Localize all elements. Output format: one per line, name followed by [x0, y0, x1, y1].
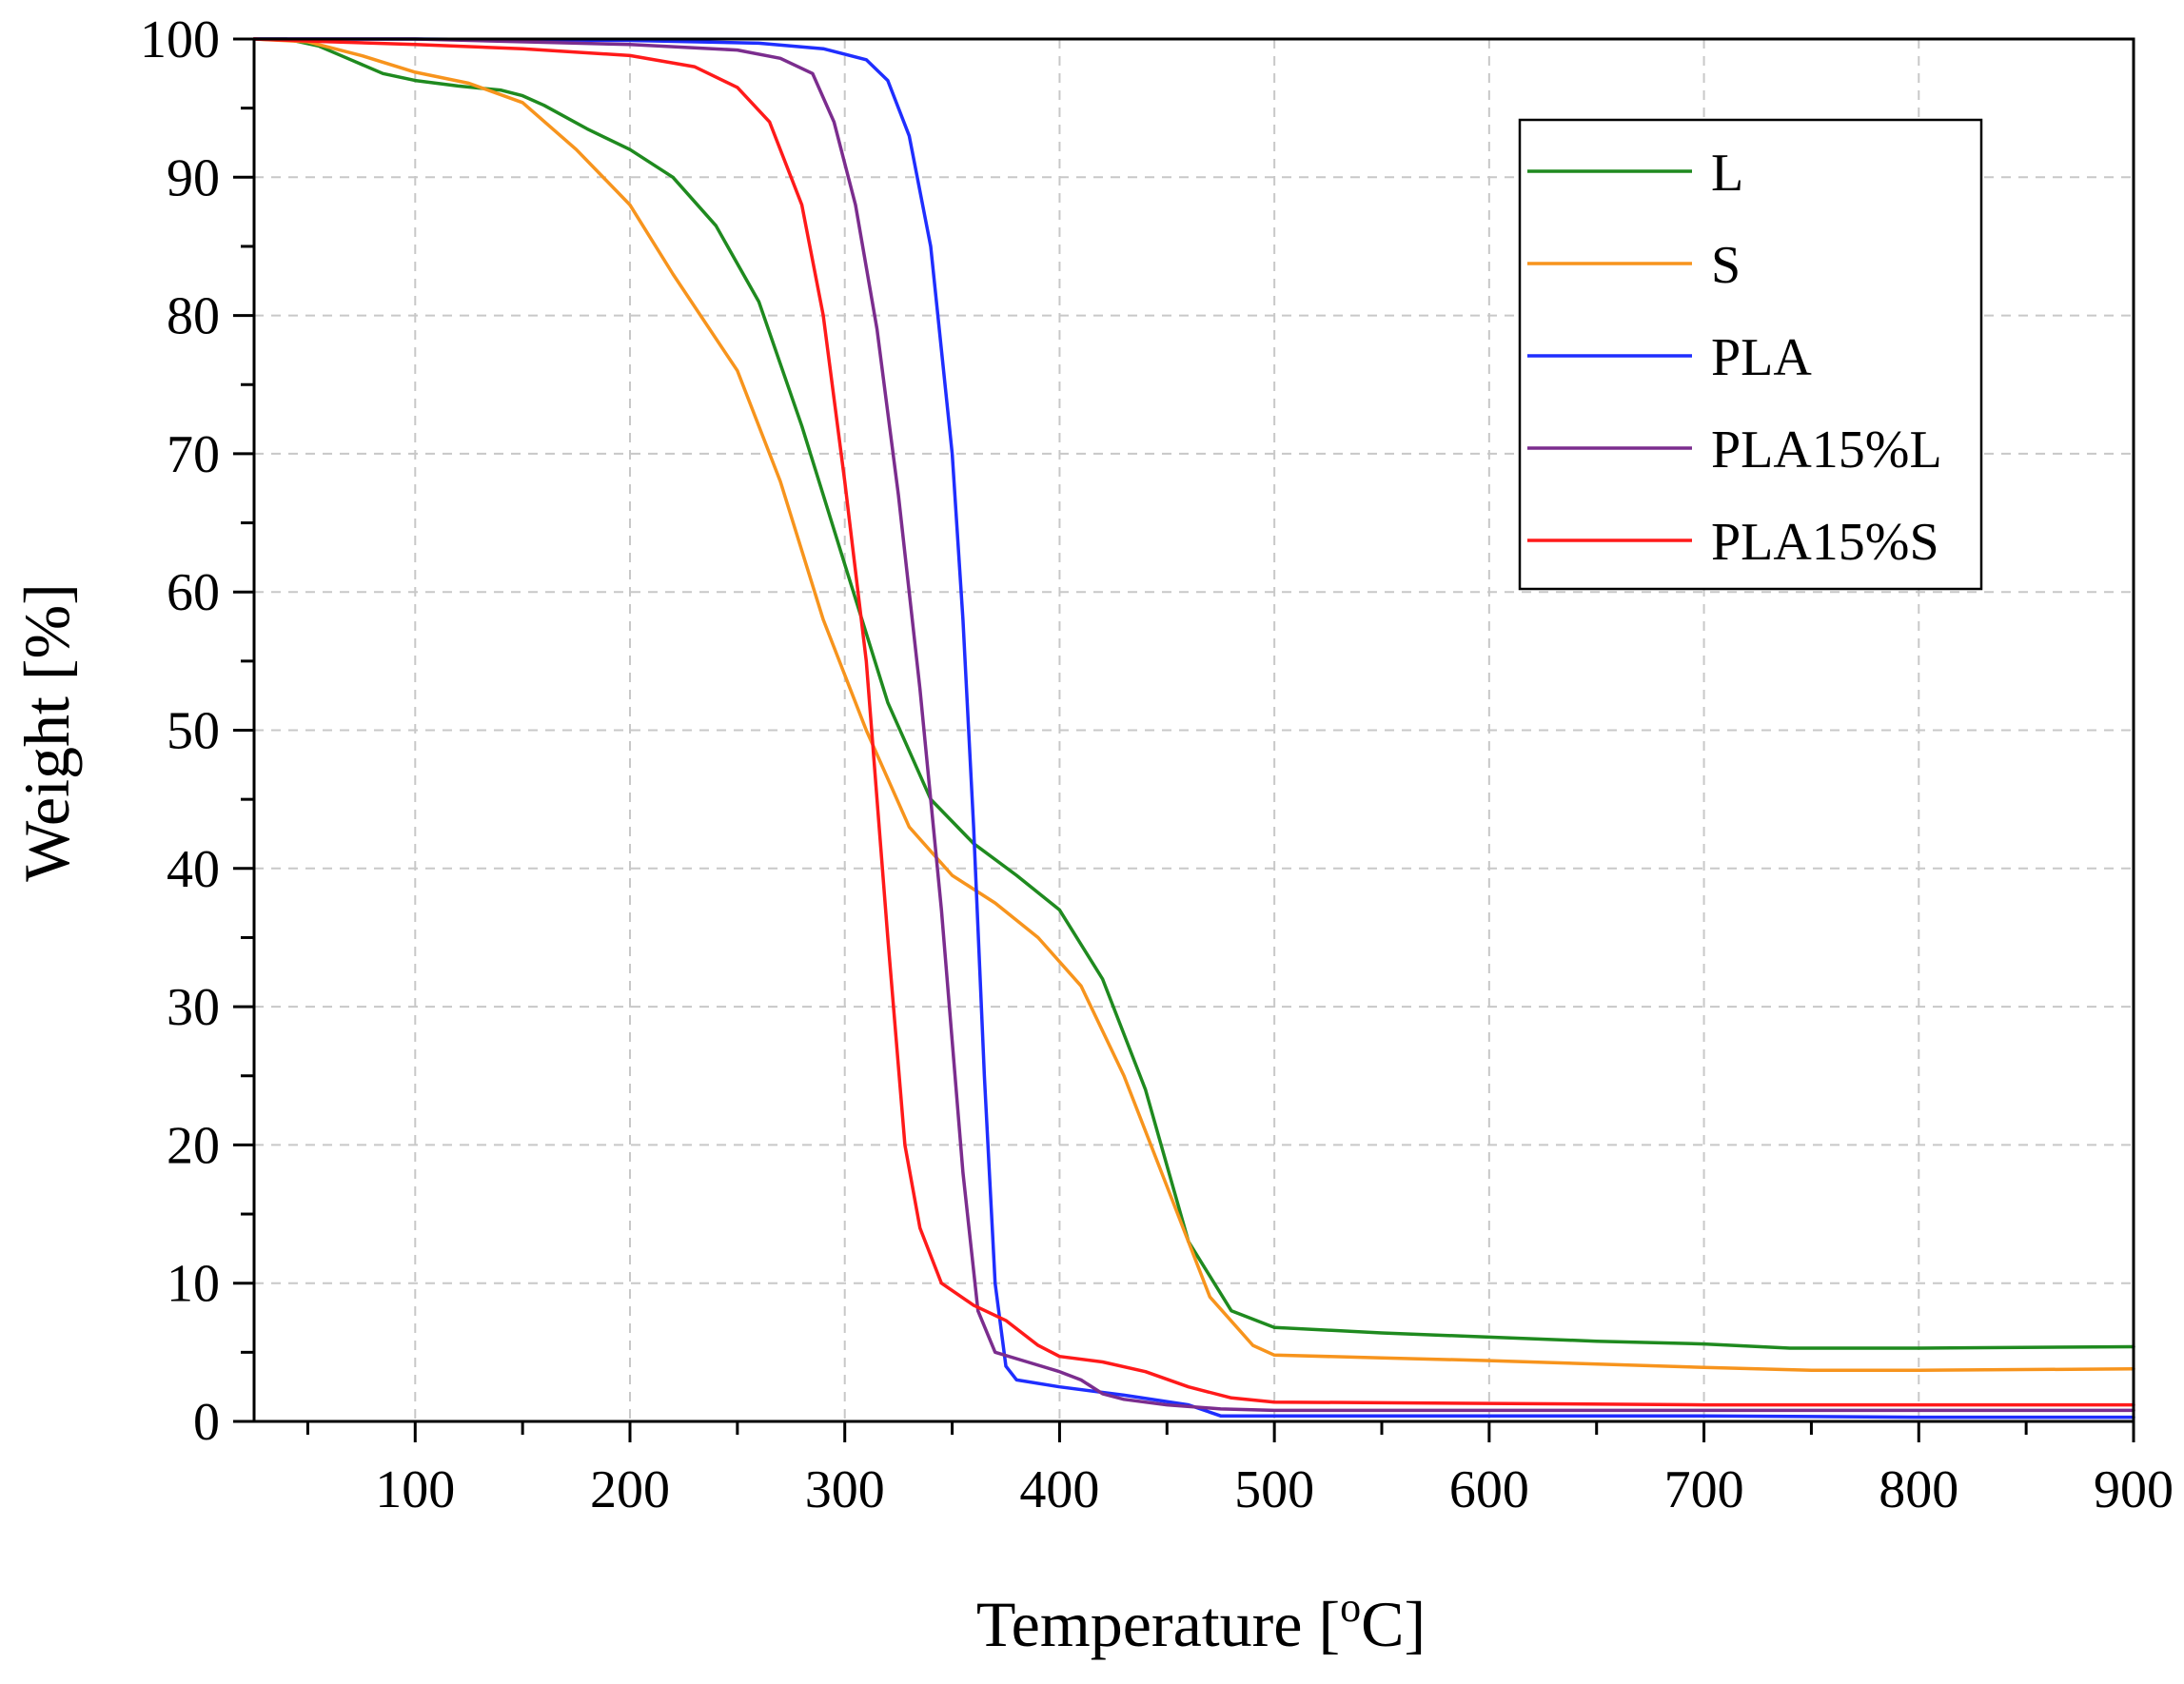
- series-layer: [252, 37, 2135, 1420]
- y-tick-label-70: 70: [167, 425, 220, 484]
- series-line-pla: [252, 37, 2135, 1420]
- x-tick-label-100: 100: [375, 1460, 455, 1519]
- y-tick-label-40: 40: [167, 840, 220, 899]
- y-tick-label-10: 10: [167, 1255, 220, 1314]
- series-line-s: [252, 37, 2135, 1372]
- legend-items: LS PLA PLA15%L PLA15%S: [1527, 144, 1942, 572]
- y-tick-label-30: 30: [167, 978, 220, 1037]
- series-line-pla15pctl: [252, 37, 2135, 1413]
- series-line-pla15pcts: [252, 37, 2135, 1407]
- y-tick-label-20: 20: [167, 1116, 220, 1175]
- legend-label-pla15pcts: PLA15%S: [1711, 513, 1939, 572]
- y-tick-label-100: 100: [140, 10, 220, 69]
- x-tick-label-900: 900: [2094, 1460, 2174, 1519]
- x-tick-label-800: 800: [1879, 1460, 1958, 1519]
- y-tick-label-0: 0: [193, 1393, 220, 1452]
- ticks-layer: 100 200 300 400 500 600 700 800 900 0 10 20 30 40 50 60…: [140, 10, 2174, 1519]
- x-tick-label-600: 600: [1449, 1460, 1529, 1519]
- y-axis-title: Weight [%]: [10, 583, 83, 882]
- legend-label-pla15pctl: PLA15%L: [1711, 421, 1942, 480]
- y-tick-label-80: 80: [167, 287, 220, 346]
- x-axis-title: Temperature [oC]: [976, 1584, 1426, 1660]
- series-line-l: [252, 37, 2135, 1350]
- x-tick-label-400: 400: [1019, 1460, 1099, 1519]
- y-tick-label-60: 60: [167, 563, 220, 622]
- legend: LS PLA PLA15%L PLA15%S: [1518, 118, 1983, 591]
- x-tick-label-500: 500: [1234, 1460, 1314, 1519]
- x-tick-label-200: 200: [590, 1460, 670, 1519]
- x-tick-label-700: 700: [1664, 1460, 1744, 1519]
- y-tick-label-50: 50: [167, 702, 220, 761]
- y-tick-label-90: 90: [167, 148, 220, 207]
- legend-label-pla: PLA: [1711, 328, 1812, 387]
- legend-label-s: S: [1711, 236, 1741, 295]
- x-tick-label-300: 300: [805, 1460, 885, 1519]
- legend-label-l: L: [1711, 144, 1743, 203]
